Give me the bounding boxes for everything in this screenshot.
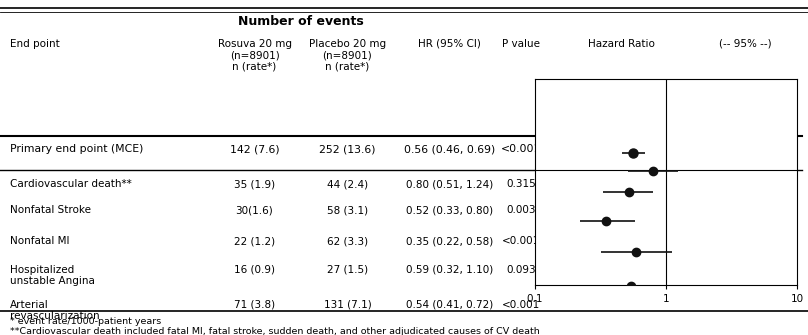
- Text: <0.001: <0.001: [502, 300, 541, 310]
- Text: Hospitalized
unstable Angina: Hospitalized unstable Angina: [10, 265, 95, 286]
- Text: 0.35 (0.22, 0.58): 0.35 (0.22, 0.58): [406, 236, 493, 246]
- Text: 0.56 (0.46, 0.69): 0.56 (0.46, 0.69): [404, 144, 494, 154]
- Text: 71 (3.8): 71 (3.8): [234, 300, 275, 310]
- Text: <0.001: <0.001: [502, 236, 541, 246]
- Text: Nonfatal MI: Nonfatal MI: [10, 236, 69, 246]
- Text: 22 (1.2): 22 (1.2): [234, 236, 275, 246]
- Text: 131 (7.1): 131 (7.1): [323, 300, 372, 310]
- Text: Cardiovascular death**: Cardiovascular death**: [10, 179, 132, 189]
- Text: 0.59 (0.32, 1.10): 0.59 (0.32, 1.10): [406, 265, 493, 275]
- Text: 44 (2.4): 44 (2.4): [327, 179, 368, 189]
- Text: <0.001: <0.001: [501, 144, 541, 154]
- Text: Rosuva 20 mg
(n=8901)
n (rate*): Rosuva 20 mg (n=8901) n (rate*): [217, 39, 292, 72]
- Text: 252 (13.6): 252 (13.6): [319, 144, 376, 154]
- Text: 142 (7.6): 142 (7.6): [229, 144, 280, 154]
- Text: 58 (3.1): 58 (3.1): [327, 205, 368, 215]
- Text: **Cardiovascular death included fatal MI, fatal stroke, sudden death, and other : **Cardiovascular death included fatal MI…: [10, 327, 540, 335]
- Text: 62 (3.3): 62 (3.3): [327, 236, 368, 246]
- Text: Hazard Ratio: Hazard Ratio: [588, 39, 655, 49]
- Text: 0.315: 0.315: [507, 179, 536, 189]
- Text: P value: P value: [502, 39, 541, 49]
- Text: 16 (0.9): 16 (0.9): [234, 265, 275, 275]
- Text: 0.003: 0.003: [507, 205, 536, 215]
- Text: End point: End point: [10, 39, 60, 49]
- Text: 35 (1.9): 35 (1.9): [234, 179, 275, 189]
- Text: 30(1.6): 30(1.6): [236, 205, 273, 215]
- Text: 0.54 (0.41, 0.72): 0.54 (0.41, 0.72): [406, 300, 493, 310]
- Text: * event rate/1000-patient years: * event rate/1000-patient years: [10, 317, 161, 326]
- Text: Nonfatal Stroke: Nonfatal Stroke: [10, 205, 90, 215]
- Text: Number of events: Number of events: [238, 15, 364, 28]
- Text: Primary end point (MCE): Primary end point (MCE): [10, 144, 143, 154]
- Text: Arterial
revascularization: Arterial revascularization: [10, 300, 99, 321]
- Text: (-- 95% --): (-- 95% --): [718, 39, 772, 49]
- Text: 0.52 (0.33, 0.80): 0.52 (0.33, 0.80): [406, 205, 493, 215]
- Text: 0.80 (0.51, 1.24): 0.80 (0.51, 1.24): [406, 179, 493, 189]
- Text: 27 (1.5): 27 (1.5): [327, 265, 368, 275]
- Text: HR (95% CI): HR (95% CI): [418, 39, 481, 49]
- Text: Placebo 20 mg
(n=8901)
n (rate*): Placebo 20 mg (n=8901) n (rate*): [309, 39, 386, 72]
- Text: 0.093: 0.093: [507, 265, 536, 275]
